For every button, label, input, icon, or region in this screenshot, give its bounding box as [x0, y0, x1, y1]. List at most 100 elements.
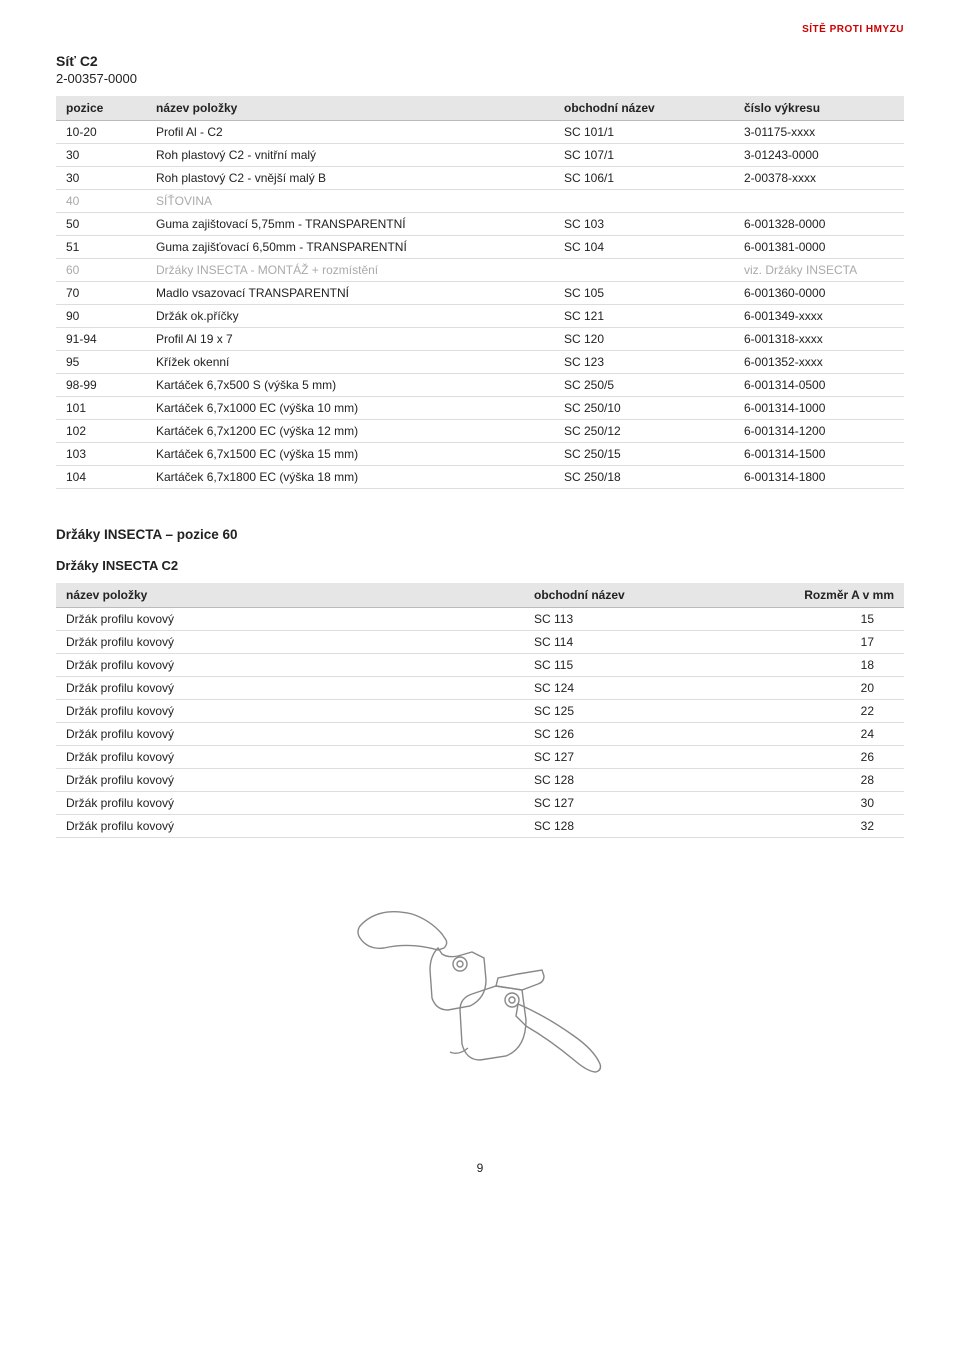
- table-cell: 6-001352-xxxx: [734, 351, 904, 374]
- table-row: 51Guma zajišťovací 6,50mm - TRANSPARENTN…: [56, 236, 904, 259]
- table-cell: Roh plastový C2 - vnější malý B: [146, 167, 554, 190]
- col-header: pozice: [56, 96, 146, 121]
- table-cell: SC 106/1: [554, 167, 734, 190]
- table-cell: 22: [704, 700, 904, 723]
- table-cell: Křížek okenní: [146, 351, 554, 374]
- table-cell: Kartáček 6,7x1500 EC (výška 15 mm): [146, 443, 554, 466]
- table-cell: SC 128: [524, 769, 704, 792]
- table-row: Držák profilu kovovýSC 12624: [56, 723, 904, 746]
- table-cell: 6-001314-1500: [734, 443, 904, 466]
- table-cell: 40: [56, 190, 146, 213]
- table-row: Držák profilu kovovýSC 12522: [56, 700, 904, 723]
- table-cell: 3-01243-0000: [734, 144, 904, 167]
- table-cell: SC 103: [554, 213, 734, 236]
- table-row: 60Držáky INSECTA - MONTÁŽ + rozmístěnívi…: [56, 259, 904, 282]
- table-cell: Kartáček 6,7x1200 EC (výška 12 mm): [146, 420, 554, 443]
- table-cell: 102: [56, 420, 146, 443]
- col-header: obchodní název: [554, 96, 734, 121]
- table-cell: SC 127: [524, 792, 704, 815]
- table-cell: Profil Al - C2: [146, 121, 554, 144]
- table-row: 102Kartáček 6,7x1200 EC (výška 12 mm)SC …: [56, 420, 904, 443]
- table-cell: 26: [704, 746, 904, 769]
- table-row: 104Kartáček 6,7x1800 EC (výška 18 mm)SC …: [56, 466, 904, 489]
- table-cell: [554, 190, 734, 213]
- table-cell: 2-00378-xxxx: [734, 167, 904, 190]
- table-cell: Držák profilu kovový: [56, 631, 524, 654]
- table-cell: 103: [56, 443, 146, 466]
- table-cell: viz. Držáky INSECTA: [734, 259, 904, 282]
- table-row: Držák profilu kovovýSC 11315: [56, 608, 904, 631]
- table-cell: 30: [704, 792, 904, 815]
- table-row: 98-99Kartáček 6,7x500 S (výška 5 mm)SC 2…: [56, 374, 904, 397]
- table-cell: 6-001314-1800: [734, 466, 904, 489]
- table-cell: 101: [56, 397, 146, 420]
- table-row: Držák profilu kovovýSC 12420: [56, 677, 904, 700]
- table-cell: 104: [56, 466, 146, 489]
- table-cell: Guma zajišťovací 6,50mm - TRANSPARENTNÍ: [146, 236, 554, 259]
- table-row: 40SÍŤOVINA: [56, 190, 904, 213]
- section1-title: Síť C2: [56, 53, 904, 69]
- table-row: 50Guma zajištovací 5,75mm - TRANSPARENTN…: [56, 213, 904, 236]
- table-cell: Kartáček 6,7x1800 EC (výška 18 mm): [146, 466, 554, 489]
- table-cell: SC 115: [524, 654, 704, 677]
- table-row: 91-94Profil Al 19 x 7SC 1206-001318-xxxx: [56, 328, 904, 351]
- page-header-right: SÍTĚ PROTI HMYZU: [56, 24, 904, 35]
- table-cell: 20: [704, 677, 904, 700]
- col-header: Rozměr A v mm: [704, 583, 904, 608]
- table-cell: SC 124: [524, 677, 704, 700]
- table-cell: Držák profilu kovový: [56, 608, 524, 631]
- col-header: číslo výkresu: [734, 96, 904, 121]
- table-cell: 90: [56, 305, 146, 328]
- table-row: Držák profilu kovovýSC 11417: [56, 631, 904, 654]
- table-cell: Držák profilu kovový: [56, 677, 524, 700]
- table-cell: Držák ok.příčky: [146, 305, 554, 328]
- table-cell: SC 250/18: [554, 466, 734, 489]
- table-cell: 6-001328-0000: [734, 213, 904, 236]
- table-cell: Guma zajištovací 5,75mm - TRANSPARENTNÍ: [146, 213, 554, 236]
- table-cell: SC 104: [554, 236, 734, 259]
- table-cell: Držák profilu kovový: [56, 700, 524, 723]
- table-row: Držák profilu kovovýSC 12730: [56, 792, 904, 815]
- table-cell: 24: [704, 723, 904, 746]
- section2-heading: Držáky INSECTA – pozice 60: [56, 527, 904, 542]
- table-cell: 10-20: [56, 121, 146, 144]
- table-cell: 6-001314-1000: [734, 397, 904, 420]
- table-cell: SC 113: [524, 608, 704, 631]
- col-header: název položky: [56, 583, 524, 608]
- table-cell: 17: [704, 631, 904, 654]
- table-row: 95Křížek okenníSC 1236-001352-xxxx: [56, 351, 904, 374]
- table-cell: 6-001360-0000: [734, 282, 904, 305]
- table-cell: SC 105: [554, 282, 734, 305]
- table-cell: [554, 259, 734, 282]
- table-cell: 95: [56, 351, 146, 374]
- table-cell: 3-01175-xxxx: [734, 121, 904, 144]
- table-header-row: název položky obchodní název Rozměr A v …: [56, 583, 904, 608]
- table-cell: SC 250/10: [554, 397, 734, 420]
- parts-table-1: pozice název položky obchodní název čísl…: [56, 96, 904, 489]
- table-cell: Madlo vsazovací TRANSPARENTNÍ: [146, 282, 554, 305]
- table-cell: 60: [56, 259, 146, 282]
- table-row: 30Roh plastový C2 - vnitřní malýSC 107/1…: [56, 144, 904, 167]
- table-cell: 15: [704, 608, 904, 631]
- table-cell: 6-001314-0500: [734, 374, 904, 397]
- table-cell: Držák profilu kovový: [56, 815, 524, 838]
- section2-subheading: Držáky INSECTA C2: [56, 558, 904, 573]
- col-header: obchodní název: [524, 583, 704, 608]
- page-number: 9: [56, 1161, 904, 1175]
- table-cell: 50: [56, 213, 146, 236]
- table-cell: 70: [56, 282, 146, 305]
- table-cell: SC 107/1: [554, 144, 734, 167]
- table-cell: 32: [704, 815, 904, 838]
- table-cell: SC 250/12: [554, 420, 734, 443]
- table-row: Držák profilu kovovýSC 12828: [56, 769, 904, 792]
- table-row: 103Kartáček 6,7x1500 EC (výška 15 mm)SC …: [56, 443, 904, 466]
- table-cell: [734, 190, 904, 213]
- table-cell: SÍŤOVINA: [146, 190, 554, 213]
- table-cell: SC 127: [524, 746, 704, 769]
- table-cell: 6-001318-xxxx: [734, 328, 904, 351]
- table-cell: 30: [56, 167, 146, 190]
- table-row: 30Roh plastový C2 - vnější malý BSC 106/…: [56, 167, 904, 190]
- table-cell: Držák profilu kovový: [56, 792, 524, 815]
- parts-table-2: název položky obchodní název Rozměr A v …: [56, 583, 904, 838]
- table-cell: SC 114: [524, 631, 704, 654]
